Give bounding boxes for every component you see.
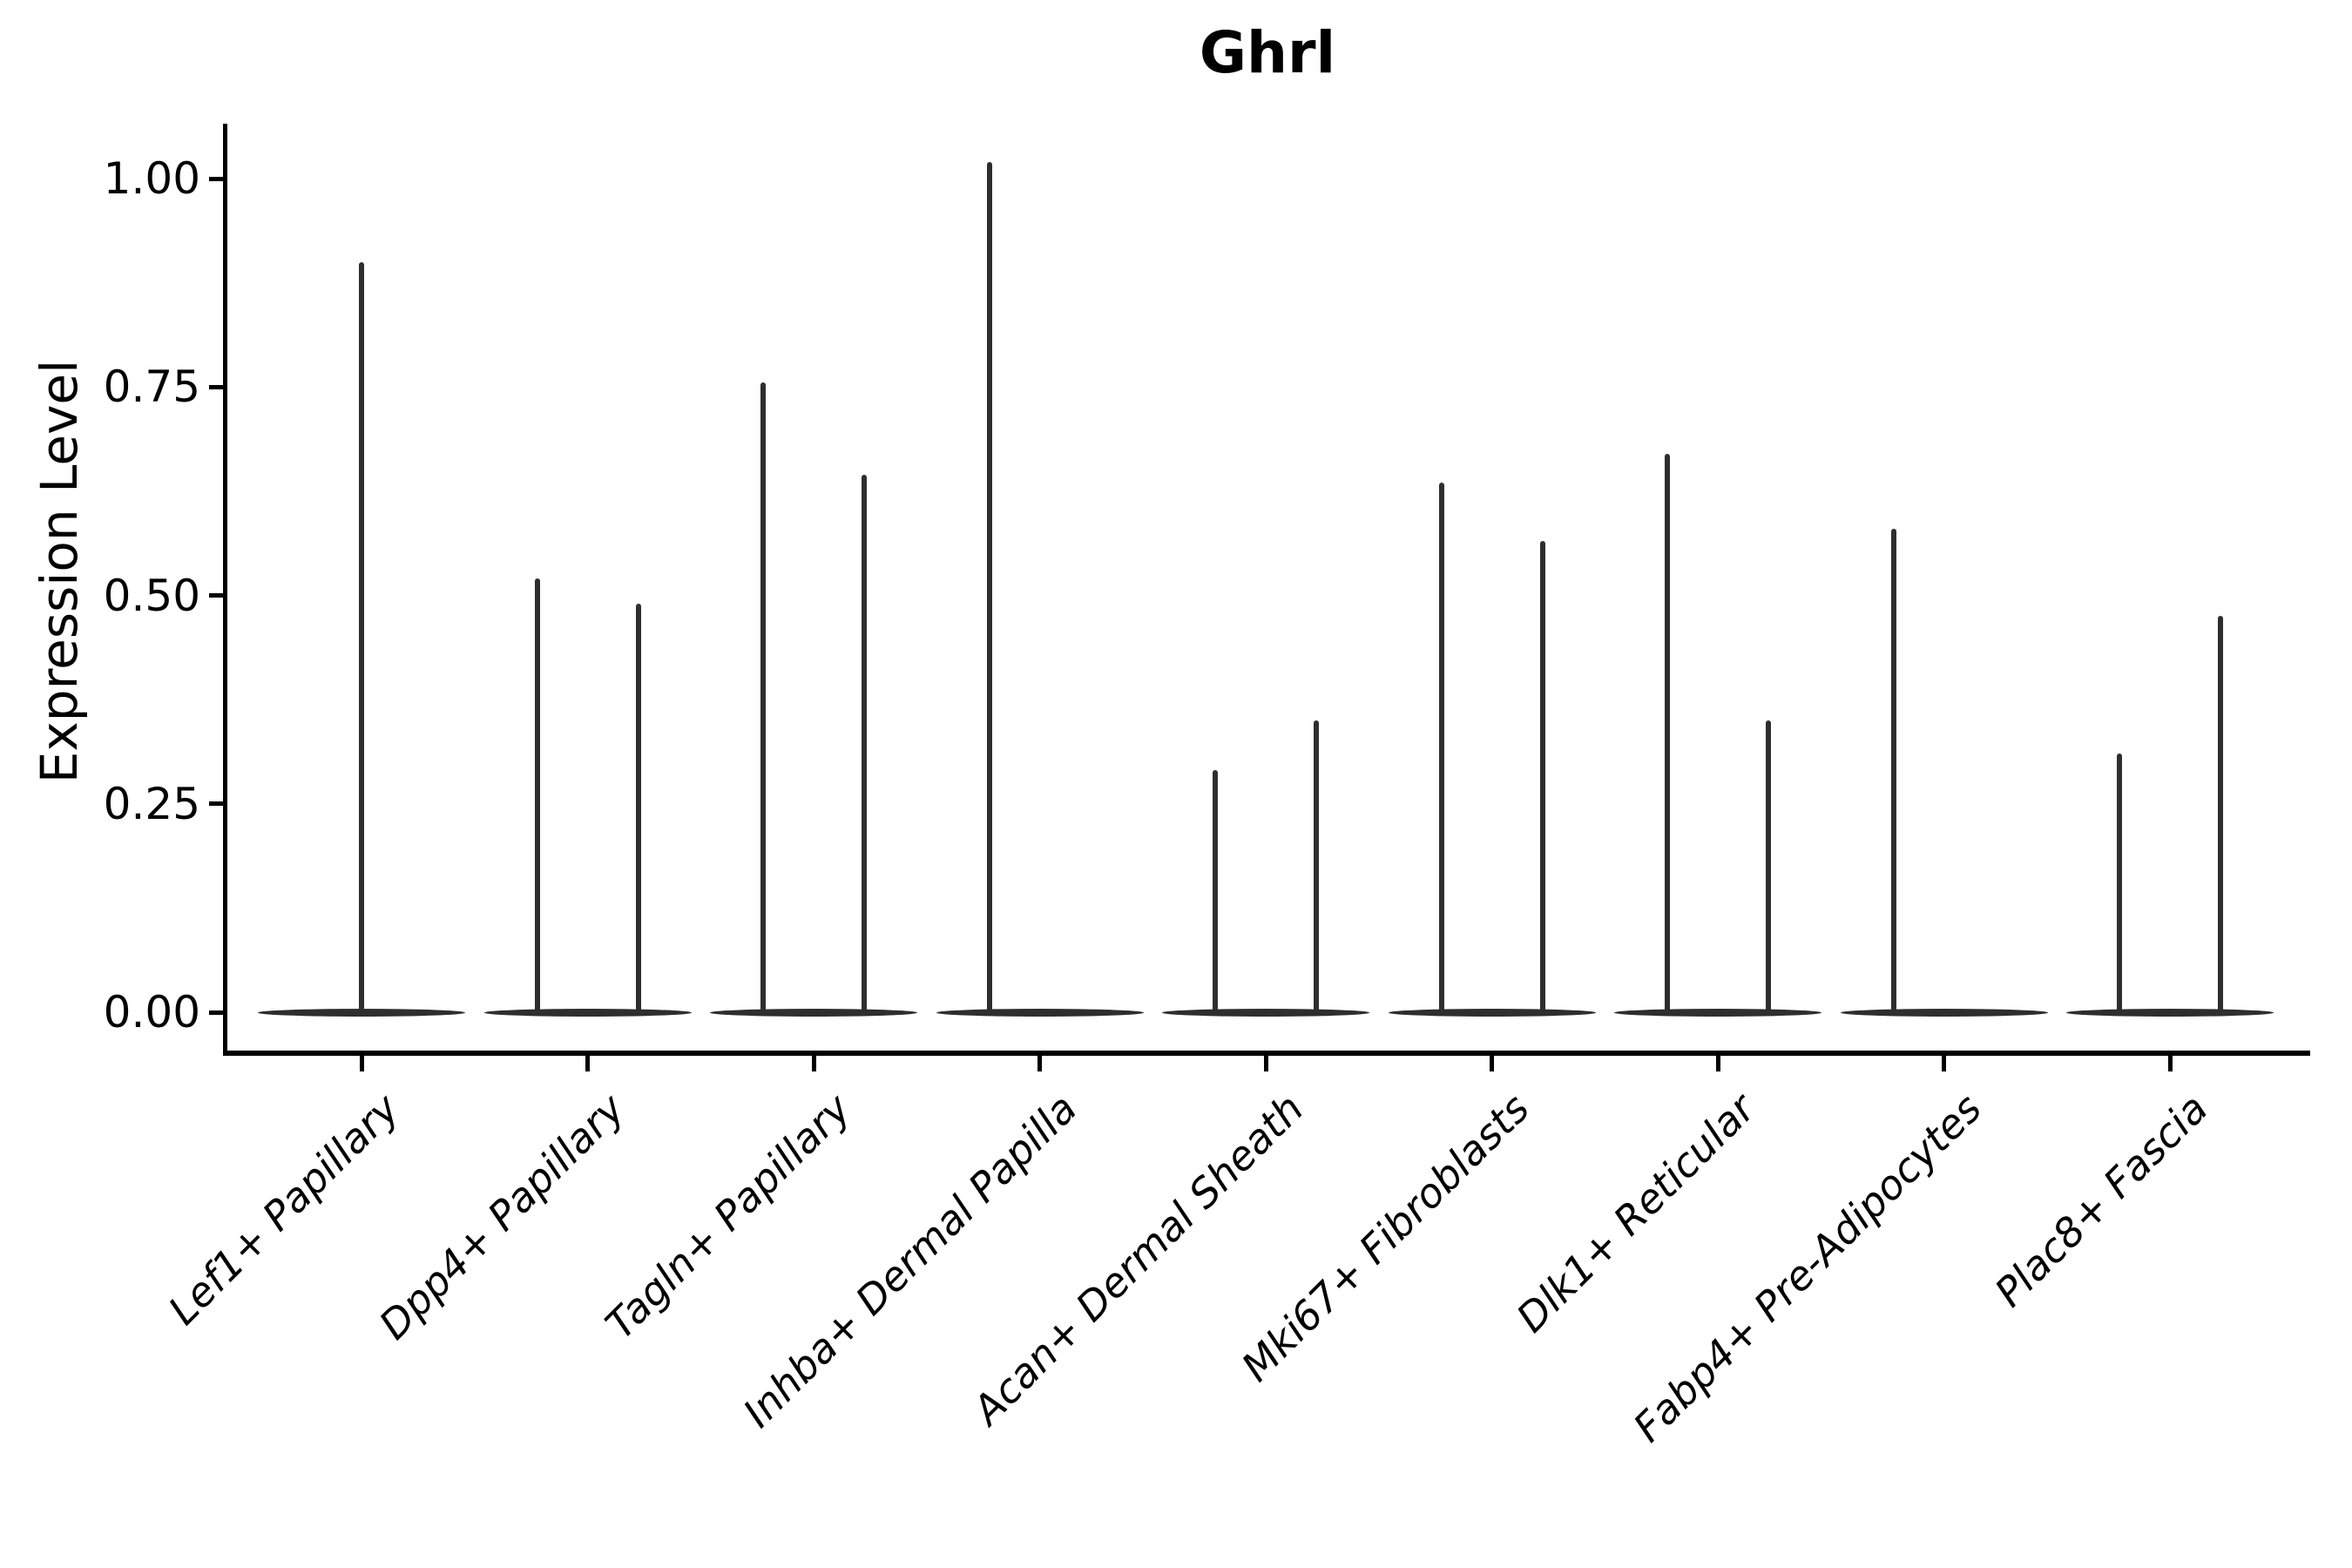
violin-spike	[635, 604, 641, 1012]
violin-spike	[1438, 483, 1444, 1012]
violin-baseline	[1840, 1008, 2048, 1017]
violin-spike	[1890, 528, 1896, 1012]
x-tick	[1942, 1056, 1946, 1071]
y-tick	[209, 1010, 224, 1015]
x-tick	[1037, 1056, 1042, 1071]
violin-spike	[534, 578, 540, 1012]
violin-baseline	[1614, 1008, 1821, 1017]
y-tick	[209, 801, 224, 807]
y-tick-label: 0.75	[103, 362, 200, 413]
x-tick-label: Tagln+ Papillary	[597, 1085, 861, 1348]
violin-spike	[862, 474, 867, 1012]
violin-baseline	[483, 1008, 692, 1017]
y-tick	[209, 176, 224, 181]
x-tick-label: Plac8+ Fascia	[1984, 1085, 2217, 1316]
violin-spike	[2117, 754, 2122, 1012]
violin-spike	[1539, 541, 1545, 1012]
violin-spike	[986, 161, 992, 1012]
violin-spike	[2218, 616, 2223, 1012]
violin-spike	[1766, 720, 1771, 1012]
x-tick	[1715, 1056, 1720, 1071]
violin-baseline	[258, 1008, 465, 1017]
x-tick	[585, 1056, 590, 1071]
y-tick	[209, 384, 224, 389]
y-tick-label: 0.00	[103, 987, 200, 1037]
x-tick-label: Dpp4+ Papillary	[370, 1085, 634, 1348]
y-axis-label: Expression Level	[30, 359, 89, 784]
violin-spike	[1213, 770, 1218, 1012]
violin-spike	[359, 261, 364, 1012]
violin-spike	[760, 382, 766, 1012]
violin-baseline	[710, 1008, 917, 1017]
y-tick	[209, 593, 224, 598]
y-tick-label: 1.00	[103, 153, 200, 204]
x-axis-spine	[223, 1051, 2310, 1056]
x-tick	[359, 1056, 364, 1071]
x-tick	[811, 1056, 816, 1071]
x-tick-label: Dlk1+ Reticular	[1507, 1085, 1765, 1342]
x-tick	[1490, 1056, 1494, 1071]
chart-title: Ghrl	[1199, 19, 1336, 86]
y-axis-spine	[223, 124, 227, 1053]
y-tick-label: 0.50	[103, 570, 200, 621]
violin-baseline	[936, 1008, 1144, 1017]
x-tick	[1263, 1056, 1268, 1071]
x-tick	[2167, 1056, 2173, 1071]
violin-baseline	[2066, 1008, 2274, 1017]
violin-spike	[1314, 720, 1319, 1012]
y-tick-label: 0.25	[103, 778, 200, 829]
violin-baseline	[1162, 1008, 1369, 1017]
violin-baseline	[1388, 1008, 1596, 1017]
x-tick-label: Lef1+ Papillary	[159, 1085, 409, 1335]
violin-spike	[1665, 453, 1670, 1012]
